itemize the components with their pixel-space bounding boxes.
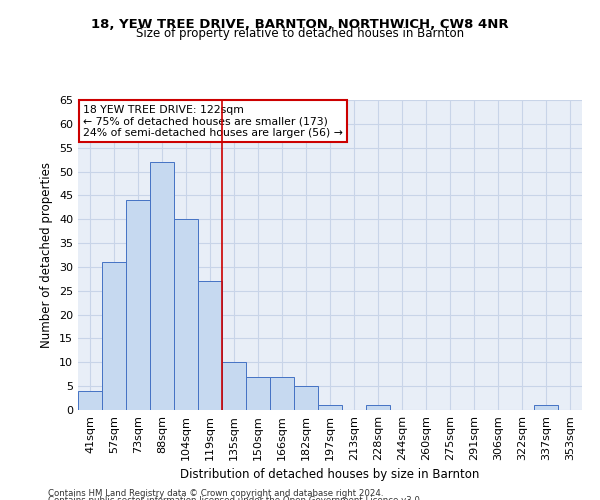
Bar [270,376,294,410]
Text: 18 YEW TREE DRIVE: 122sqm
← 75% of detached houses are smaller (173)
24% of semi: 18 YEW TREE DRIVE: 122sqm ← 75% of detac… [83,104,343,138]
Y-axis label: Number of detached properties: Number of detached properties [40,162,53,348]
Bar [246,376,270,410]
Bar [174,219,198,410]
Text: 18, YEW TREE DRIVE, BARNTON, NORTHWICH, CW8 4NR: 18, YEW TREE DRIVE, BARNTON, NORTHWICH, … [91,18,509,30]
Bar [366,405,390,410]
Bar [222,362,246,410]
Bar [78,391,102,410]
Bar [534,405,558,410]
Bar [198,281,222,410]
Bar [150,162,174,410]
Bar [294,386,318,410]
Text: Contains public sector information licensed under the Open Government Licence v3: Contains public sector information licen… [48,496,422,500]
X-axis label: Distribution of detached houses by size in Barnton: Distribution of detached houses by size … [181,468,479,481]
Bar [126,200,150,410]
Bar [102,262,126,410]
Text: Contains HM Land Registry data © Crown copyright and database right 2024.: Contains HM Land Registry data © Crown c… [48,488,383,498]
Bar [318,405,342,410]
Text: Size of property relative to detached houses in Barnton: Size of property relative to detached ho… [136,28,464,40]
